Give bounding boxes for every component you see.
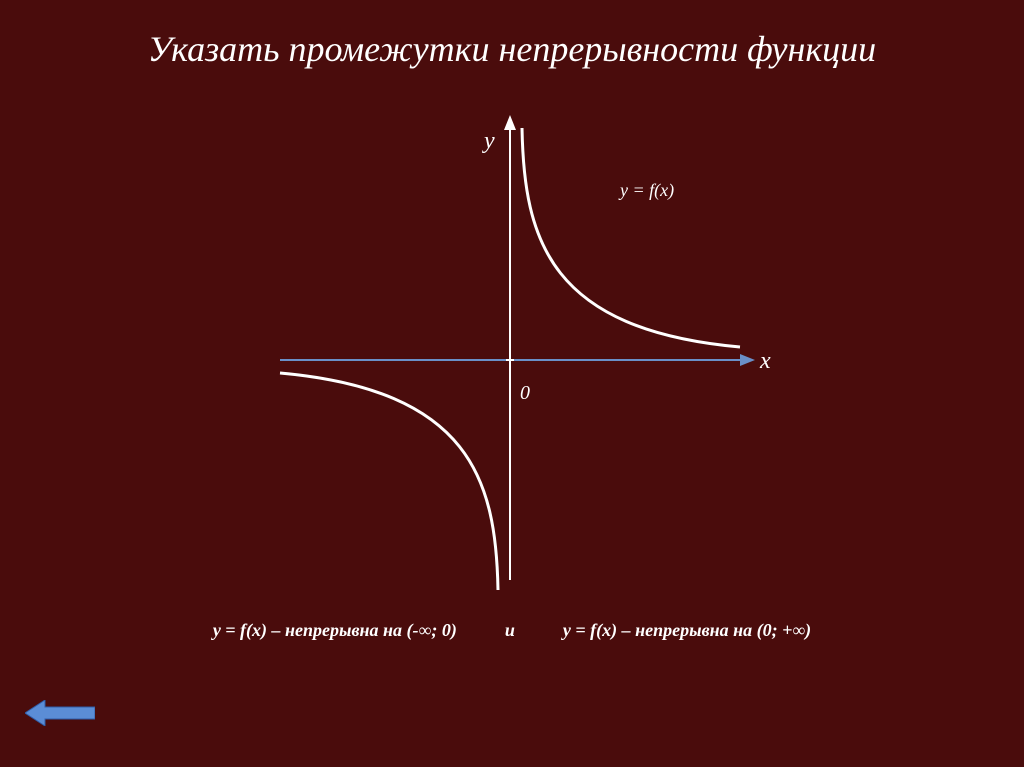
caption-row: y = f(x) – непрерывна на (-∞; 0) и y = f… — [0, 620, 1024, 641]
caption-right: y = f(x) – непрерывна на (0; +∞) — [563, 620, 811, 641]
y-axis-label: y — [484, 128, 495, 155]
back-arrow-icon[interactable] — [25, 700, 95, 726]
graph-container: y x 0 y = f(x) — [240, 100, 780, 600]
back-arrow-shape — [25, 700, 95, 726]
hyperbola-left-branch — [280, 373, 498, 590]
origin-marker — [506, 356, 514, 364]
x-axis-arrowhead — [740, 354, 755, 366]
slide-title: Указать промежутки непрерывности функции — [0, 28, 1024, 70]
hyperbola-right-branch — [522, 128, 740, 347]
origin-label: 0 — [520, 382, 530, 405]
caption-left: y = f(x) – непрерывна на (-∞; 0) — [213, 620, 457, 641]
y-axis-arrowhead — [504, 115, 516, 130]
x-axis-label: x — [760, 348, 771, 375]
slide: Указать промежутки непрерывности функции… — [0, 0, 1024, 767]
caption-mid: и — [505, 620, 515, 641]
graph-svg — [240, 100, 780, 600]
function-label: y = f(x) — [620, 180, 674, 201]
